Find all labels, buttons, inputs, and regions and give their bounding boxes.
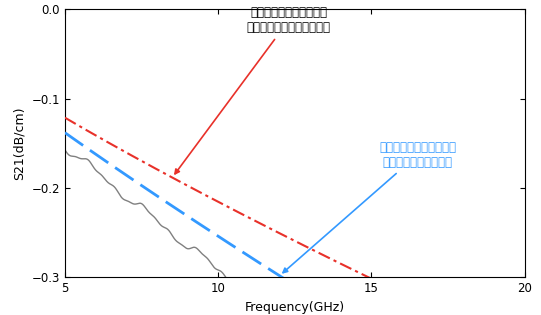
Y-axis label: S21(dB/cm): S21(dB/cm) <box>13 106 26 180</box>
X-axis label: Frequency(GHz): Frequency(GHz) <box>245 301 345 314</box>
Text: シミュレーション計算値
（材料物性はカタログ値）: シミュレーション計算値 （材料物性はカタログ値） <box>175 6 331 174</box>
Text: 実測した伝送損失値: 実測した伝送損失値 <box>0 314 1 315</box>
Text: シミュレーション計算値
（材料物性は実測値）: シミュレーション計算値 （材料物性は実測値） <box>283 141 456 273</box>
